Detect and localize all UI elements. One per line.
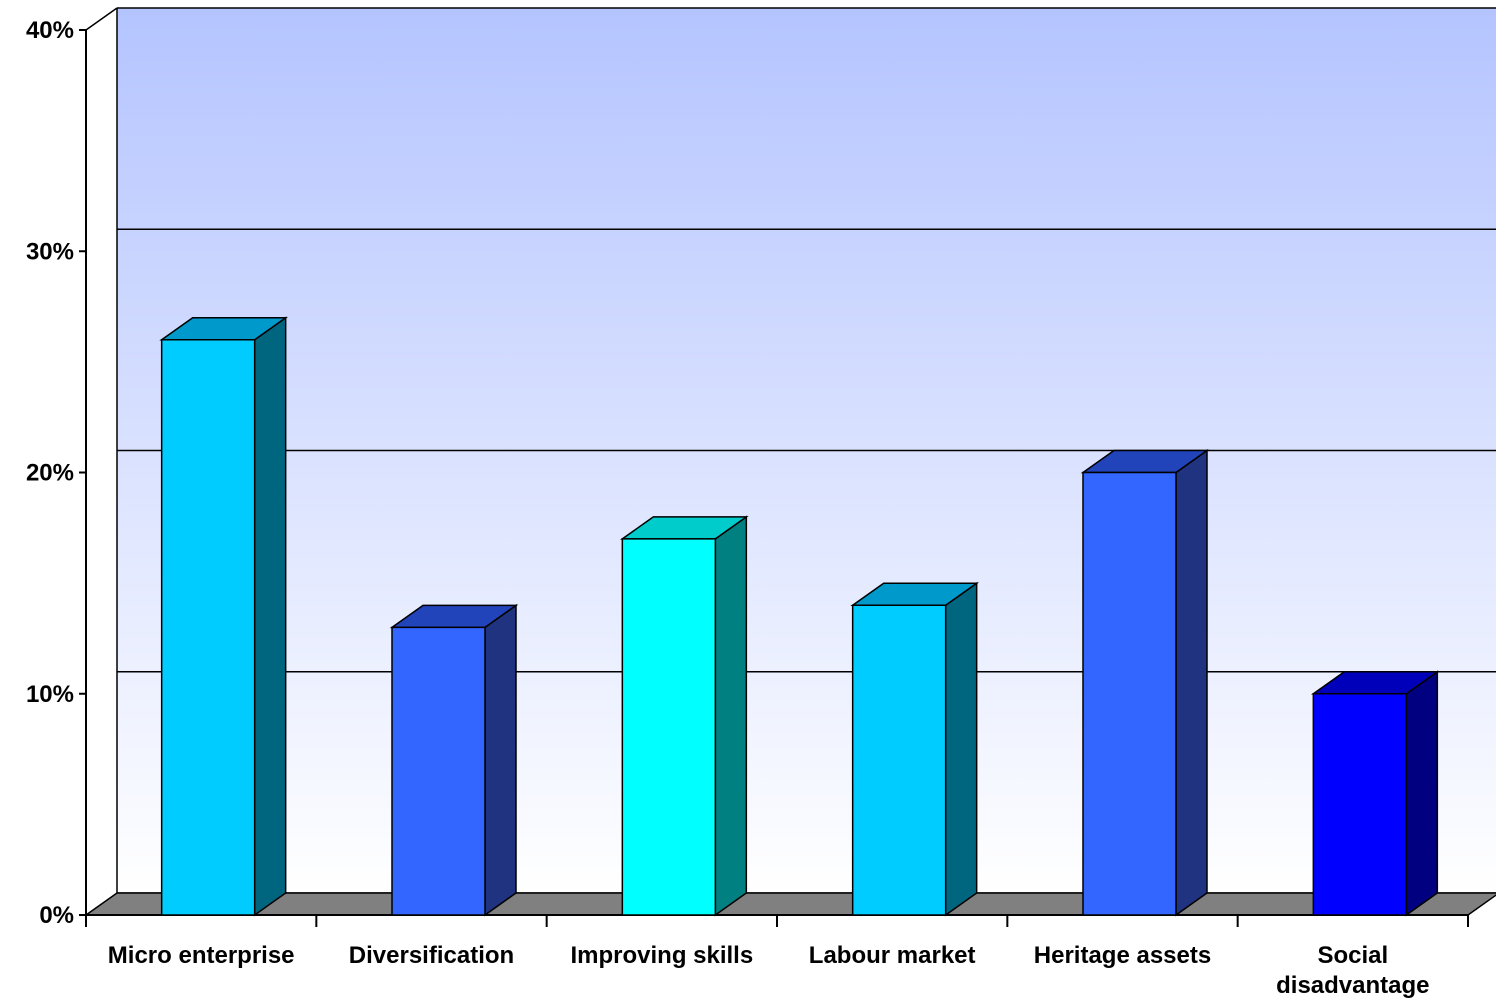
x-tick-label: Social disadvantage (1276, 942, 1429, 999)
bar-front (160, 339, 256, 916)
bar-front (1312, 693, 1408, 916)
x-tick-label: Labour market (809, 942, 976, 969)
y-tick-label: 40% (26, 17, 74, 44)
bar-side (1405, 670, 1439, 917)
bar-front (391, 626, 486, 916)
y-tick-label: 30% (26, 238, 74, 265)
bar (850, 581, 980, 917)
bar-side (253, 316, 287, 917)
bar (619, 515, 749, 917)
bar (159, 316, 289, 917)
x-tick-label: Diversification (349, 942, 514, 969)
bar-front (621, 538, 717, 916)
bar-side (714, 515, 748, 917)
y-tick-label: 0% (39, 902, 74, 929)
y-tick-label: 10% (26, 681, 74, 708)
bar-side (484, 603, 517, 917)
x-tick-label: Micro enterprise (108, 942, 295, 969)
bar-front (851, 604, 947, 916)
bar (1080, 449, 1210, 917)
bar-front (1082, 471, 1177, 916)
bars (159, 316, 1440, 917)
bar (389, 603, 519, 917)
bar (1310, 670, 1440, 917)
x-axis-labels: Micro enterprise Diversification Improving… (108, 942, 1430, 999)
bar-side (944, 581, 978, 917)
x-tick-label: Improving skills (570, 942, 753, 969)
chart-floor (83, 892, 1496, 916)
y-tick-label: 20% (26, 460, 74, 487)
y-axis-ticks: 0% 10% 20% 30% 40% (26, 17, 86, 929)
top-wall-edge (85, 7, 118, 31)
bar-side (1175, 449, 1208, 917)
floor-plane (83, 892, 1496, 916)
x-tick-label: Heritage assets (1034, 942, 1211, 969)
